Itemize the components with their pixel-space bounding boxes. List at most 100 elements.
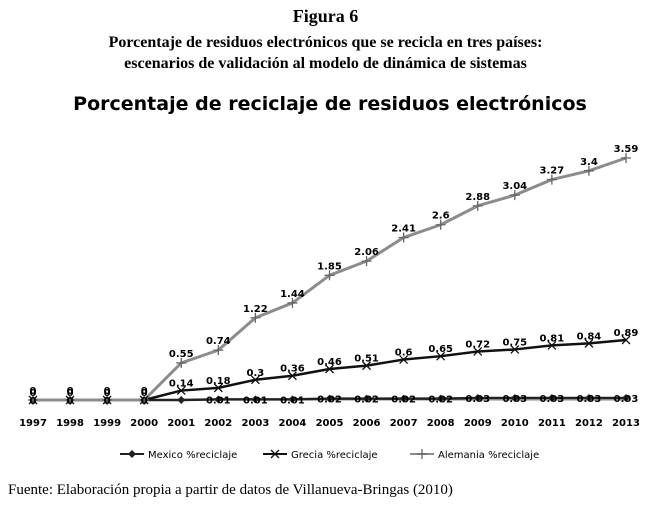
plus-icon <box>102 395 113 405</box>
data-label: 0.01 <box>243 395 268 406</box>
x-icon <box>584 338 594 348</box>
data-label: 0.65 <box>428 344 453 355</box>
data-label: 0.03 <box>614 394 639 405</box>
data-label: 3.27 <box>540 166 565 177</box>
data-label: 0.01 <box>280 395 305 406</box>
x-tick-label: 2012 <box>575 418 603 429</box>
x-tick-label: 2005 <box>316 418 344 429</box>
plus-icon <box>213 345 224 356</box>
x-tick-label: 2003 <box>241 418 269 429</box>
data-label: 0 <box>30 386 37 397</box>
plus-icon <box>139 395 150 405</box>
x-icon <box>621 335 631 345</box>
data-label: 0.89 <box>614 328 639 339</box>
diamond-icon <box>547 393 556 402</box>
plus-icon <box>583 165 594 176</box>
diamond-icon <box>399 394 408 403</box>
data-label: 0.02 <box>317 395 342 406</box>
series-markers <box>28 153 631 405</box>
data-label: 0.03 <box>465 394 490 405</box>
plus-icon <box>509 190 520 201</box>
x-tick-label: 2007 <box>390 418 418 429</box>
x-tick-label: 1997 <box>19 418 47 429</box>
diamond-icon <box>510 393 519 402</box>
x-icon <box>473 347 483 356</box>
data-label: 0.46 <box>317 357 342 368</box>
plus-icon <box>472 200 483 211</box>
data-label: 1.85 <box>317 261 342 272</box>
plus-icon <box>417 449 427 459</box>
series-line <box>33 338 627 402</box>
x-tick-label: 2001 <box>167 418 195 429</box>
data-label: 0.3 <box>247 368 265 379</box>
plus-icon <box>287 297 298 308</box>
x-tick-label: 2004 <box>279 418 307 429</box>
data-label: 0 <box>30 388 37 399</box>
data-label: 0.02 <box>428 395 453 406</box>
data-label: 0.02 <box>391 395 416 406</box>
diamond-icon <box>288 395 297 404</box>
data-label: 0.55 <box>169 349 194 360</box>
x-tick-label: 2002 <box>204 418 232 429</box>
data-label: 0 <box>141 388 148 399</box>
x-icon <box>510 344 520 354</box>
x-tick-label: 2008 <box>427 418 455 429</box>
diamond-icon <box>584 393 593 402</box>
figure-caption-line-2: escenarios de validación al modelo de di… <box>124 55 527 72</box>
data-label: 1.44 <box>280 289 305 300</box>
legend: Mexico %reciclaje Grecia %reciclaje Aleman… <box>120 449 539 461</box>
data-label: 0 <box>67 396 74 407</box>
x-icon <box>250 375 260 385</box>
data-label: 0 <box>67 388 74 399</box>
data-label: 1.22 <box>243 304 268 315</box>
data-label: 0 <box>30 396 37 407</box>
x-tick-labels: 1997 1998 1999 2000 2001 2002 2003 2004 2005 2006… <box>19 418 640 429</box>
x-icon <box>287 371 297 381</box>
data-label: 0.84 <box>577 331 602 342</box>
x-icon <box>399 355 409 365</box>
plus-icon <box>28 395 38 405</box>
data-label: 3.04 <box>502 181 527 192</box>
plus-icon <box>546 174 557 185</box>
diamond-icon <box>473 393 482 402</box>
legend-label: Mexico %reciclaje <box>148 450 237 461</box>
x-icon <box>362 361 372 371</box>
plus-icon <box>324 270 335 281</box>
data-label: 0.03 <box>540 394 565 405</box>
data-label: 0.72 <box>465 339 490 350</box>
plus-icon <box>398 232 409 243</box>
figure-source: Fuente: Elaboración propia a partir de d… <box>8 482 453 498</box>
x-icon <box>176 386 186 396</box>
figure-number: Figura 6 <box>292 6 359 26</box>
diamond-icon <box>362 394 371 403</box>
plus-icon <box>435 219 446 230</box>
diamond-icon <box>177 396 186 404</box>
plus-icon <box>176 357 187 368</box>
plus-icon <box>65 395 76 405</box>
legend-label: Alemania %reciclaje <box>438 450 539 461</box>
data-label: 0.75 <box>502 337 527 348</box>
figure-caption-line-1: Porcentaje de residuos electrónicos que … <box>108 34 543 51</box>
data-label: 0 <box>104 386 111 397</box>
x-tick-label: 2000 <box>130 418 158 429</box>
data-label: 0.01 <box>206 395 231 406</box>
diamond-icon <box>214 395 223 404</box>
data-label: 0.6 <box>395 348 413 359</box>
x-tick-label: 2010 <box>501 418 529 429</box>
data-label: 0 <box>104 388 111 399</box>
diamond-icon <box>128 450 136 458</box>
data-label: 0.51 <box>354 354 379 365</box>
data-label: 3.4 <box>580 157 598 168</box>
x-icon <box>270 449 280 459</box>
diamond-icon <box>325 394 334 403</box>
data-label: 2.6 <box>432 211 450 222</box>
data-label: 0.18 <box>206 376 231 387</box>
data-label: 0.03 <box>577 394 602 405</box>
x-tick-label: 2006 <box>353 418 381 429</box>
data-label: 0.03 <box>502 394 527 405</box>
diamond-icon <box>622 393 630 402</box>
diamond-icon <box>436 394 445 403</box>
data-label: 3.59 <box>614 144 639 155</box>
data-label: 0.02 <box>354 395 379 406</box>
x-icon <box>213 383 223 393</box>
